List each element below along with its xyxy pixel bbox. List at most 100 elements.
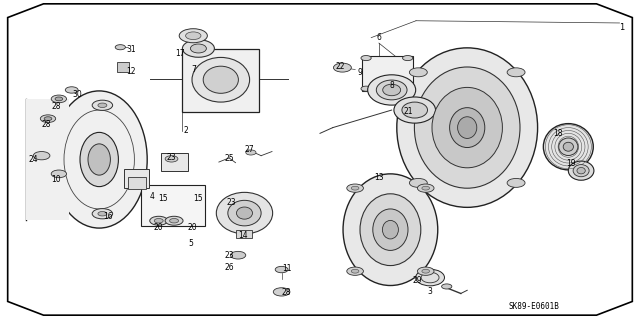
Bar xyxy=(124,169,149,188)
Text: 14: 14 xyxy=(238,231,248,240)
Text: 3: 3 xyxy=(428,287,433,296)
Text: 24: 24 xyxy=(28,155,38,164)
Bar xyxy=(362,56,413,91)
Text: 30: 30 xyxy=(72,90,82,99)
Circle shape xyxy=(403,56,413,61)
Ellipse shape xyxy=(543,123,593,170)
Circle shape xyxy=(410,68,428,77)
Text: 31: 31 xyxy=(126,45,136,54)
Circle shape xyxy=(361,56,371,61)
Text: 29: 29 xyxy=(412,276,422,285)
Circle shape xyxy=(417,267,434,275)
Ellipse shape xyxy=(80,132,118,187)
Ellipse shape xyxy=(343,174,438,286)
Circle shape xyxy=(351,269,359,273)
Ellipse shape xyxy=(182,40,214,57)
Circle shape xyxy=(44,117,52,121)
Circle shape xyxy=(507,68,525,77)
Text: 28: 28 xyxy=(52,102,61,111)
Text: 23: 23 xyxy=(227,198,237,207)
Circle shape xyxy=(186,32,201,40)
Circle shape xyxy=(98,103,107,108)
Circle shape xyxy=(422,186,429,190)
Circle shape xyxy=(273,288,290,296)
Ellipse shape xyxy=(51,91,147,228)
Text: 5: 5 xyxy=(188,239,193,248)
Ellipse shape xyxy=(367,75,416,105)
Text: 23: 23 xyxy=(166,153,177,162)
Text: 22: 22 xyxy=(336,62,345,71)
Ellipse shape xyxy=(383,220,398,239)
Circle shape xyxy=(65,87,78,93)
Circle shape xyxy=(442,284,452,289)
Ellipse shape xyxy=(458,117,477,138)
Text: 10: 10 xyxy=(51,175,61,184)
Text: 15: 15 xyxy=(193,194,204,203)
Circle shape xyxy=(154,219,163,223)
Circle shape xyxy=(417,184,434,192)
Text: 28: 28 xyxy=(42,120,51,129)
Circle shape xyxy=(333,63,351,72)
Circle shape xyxy=(403,86,413,91)
Circle shape xyxy=(361,86,371,91)
Ellipse shape xyxy=(559,138,578,155)
Ellipse shape xyxy=(416,269,445,286)
Circle shape xyxy=(347,184,364,192)
Circle shape xyxy=(179,29,207,43)
Circle shape xyxy=(351,186,359,190)
Text: 20: 20 xyxy=(187,223,197,232)
Text: 13: 13 xyxy=(374,173,384,182)
Circle shape xyxy=(165,216,183,225)
Ellipse shape xyxy=(397,48,538,207)
Circle shape xyxy=(51,95,67,103)
Ellipse shape xyxy=(88,144,111,175)
Circle shape xyxy=(410,178,428,187)
Circle shape xyxy=(115,45,125,50)
Text: 18: 18 xyxy=(554,129,563,138)
Circle shape xyxy=(92,209,113,219)
Bar xyxy=(117,62,129,72)
Ellipse shape xyxy=(191,44,206,53)
Ellipse shape xyxy=(360,194,421,265)
Circle shape xyxy=(165,156,178,162)
Text: 28: 28 xyxy=(282,288,291,297)
Text: 17: 17 xyxy=(175,49,186,58)
Text: 11: 11 xyxy=(282,264,291,273)
Circle shape xyxy=(33,152,50,160)
Ellipse shape xyxy=(563,142,573,151)
Ellipse shape xyxy=(216,192,273,234)
Text: 2: 2 xyxy=(183,126,188,135)
Text: 25: 25 xyxy=(224,154,234,163)
Circle shape xyxy=(92,100,113,110)
Bar xyxy=(141,185,205,226)
Bar xyxy=(128,177,146,189)
Ellipse shape xyxy=(432,87,502,168)
Circle shape xyxy=(150,216,168,225)
Text: 19: 19 xyxy=(566,159,576,168)
Ellipse shape xyxy=(402,102,428,118)
Circle shape xyxy=(98,211,107,216)
Circle shape xyxy=(51,170,67,178)
Ellipse shape xyxy=(228,200,261,226)
Ellipse shape xyxy=(192,57,250,102)
Bar xyxy=(182,49,259,112)
Circle shape xyxy=(55,97,63,101)
Text: 20: 20 xyxy=(154,223,164,232)
Ellipse shape xyxy=(376,80,407,100)
Text: 27: 27 xyxy=(244,145,255,154)
Ellipse shape xyxy=(372,209,408,250)
Circle shape xyxy=(230,251,246,259)
Text: 26: 26 xyxy=(224,263,234,272)
Ellipse shape xyxy=(383,84,401,96)
Text: 21: 21 xyxy=(404,107,413,115)
Circle shape xyxy=(507,178,525,187)
Bar xyxy=(236,230,252,238)
Text: 6: 6 xyxy=(376,33,381,42)
Text: 1: 1 xyxy=(620,23,625,32)
Ellipse shape xyxy=(394,97,436,123)
Text: 4: 4 xyxy=(150,192,155,201)
Ellipse shape xyxy=(415,67,520,188)
Text: 12: 12 xyxy=(127,67,136,76)
Circle shape xyxy=(170,219,179,223)
Ellipse shape xyxy=(573,165,589,177)
